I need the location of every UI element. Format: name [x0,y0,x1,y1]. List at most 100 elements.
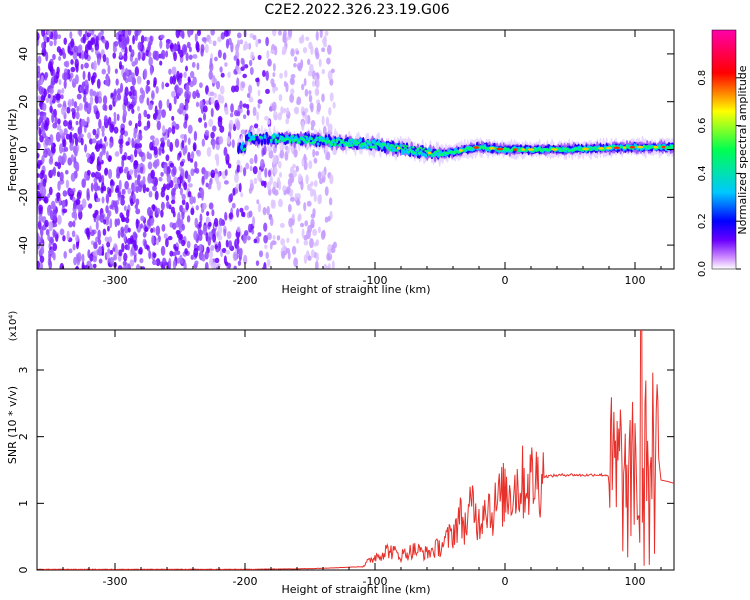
heatmap-noise-cell [186,41,191,49]
heatmap-noise-cell [173,51,177,62]
heatmap-noise-cell [225,239,229,248]
heatmap-noise-cell [90,182,94,192]
heatmap-ytick-label: -40 [17,236,30,254]
heatmap-noise-cell [249,179,254,184]
heatmap-noise-cell [53,30,58,41]
heatmap-noise-cell [176,70,180,81]
heatmap-noise-cell [169,250,174,257]
heatmap-noise-cell [252,165,258,175]
heatmap-noise-cell [52,252,56,261]
heatmap-noise-cell [257,98,263,105]
heatmap-noise [37,30,338,269]
heatmap-noise-cell [57,118,61,125]
heatmap-noise-cell [102,54,107,63]
heatmap-noise-cell [107,225,110,232]
heatmap-noise-cell [82,33,86,44]
heatmap-noise-cell [302,46,308,54]
heatmap-noise-cell [59,128,63,136]
heatmap-noise-cell [310,125,314,131]
heatmap-noise-cell [204,261,209,269]
heatmap-noise-cell [181,30,185,40]
heatmap-signal-cell [243,147,247,151]
heatmap-noise-cell [93,105,98,110]
heatmap-noise-cell [263,222,268,232]
heatmap-noise-cell [267,232,272,240]
colorbar-tick-label: 0.0 [697,261,708,277]
heatmap-noise-cell [180,168,185,177]
heatmap-noise-cell [151,235,155,245]
heatmap-noise-cell [149,135,155,141]
heatmap-noise-cell [272,63,276,72]
heatmap-noise-cell [161,148,165,154]
heatmap-noise-cell [113,126,119,134]
heatmap-noise-cell [56,124,62,131]
heatmap-noise-cell [53,230,57,238]
heatmap-noise-cell [62,235,66,242]
heatmap-noise-cell [160,171,164,177]
heatmap-noise-cell [137,51,141,61]
heatmap-noise-cell [187,190,192,198]
heatmap-noise-cell [89,253,94,262]
heatmap-noise-cell [75,120,79,126]
heatmap-noise-cell [174,85,178,91]
heatmap-noise-cell [240,192,244,198]
heatmap-noise-cell [53,38,57,46]
heatmap-noise-cell [286,147,290,155]
heatmap-noise-cell [135,185,139,194]
heatmap-noise-cell [63,61,68,67]
heatmap-noise-cell [153,159,158,169]
heatmap-noise-cell [70,38,75,48]
heatmap-noise-cell [118,249,123,257]
heatmap-xtick-label: 100 [625,274,646,287]
heatmap-noise-cell [272,181,278,189]
heatmap-noise-cell [139,258,144,264]
heatmap-noise-cell [168,257,172,268]
heatmap-noise-cell [52,210,57,221]
heatmap-noise-cell [257,172,262,182]
heatmap-signal-cell [424,153,428,158]
heatmap-noise-cell [93,241,98,250]
heatmap-noise-cell [296,96,302,105]
heatmap-noise-cell [222,52,227,61]
heatmap-noise-cell [92,90,97,97]
heatmap-noise-cell [202,225,208,236]
heatmap-noise-cell [220,32,226,40]
heatmap-signal-cell [288,140,292,144]
heatmap-noise-cell [134,168,138,179]
heatmap-noise-cell [68,133,72,144]
heatmap-noise-cell [80,50,84,60]
heatmap-peak-cell [513,148,518,151]
heatmap-noise-cell [59,228,65,236]
heatmap-noise-cell [166,173,172,184]
heatmap-noise-cell [279,72,283,79]
heatmap-signal-cell [332,139,336,142]
heatmap-noise-cell [177,178,181,185]
heatmap-noise-cell [150,90,155,101]
heatmap-noise-cell [168,102,172,112]
heatmap-noise-cell [117,265,123,269]
heatmap-noise-cell [80,137,84,146]
heatmap-noise-cell [58,78,62,86]
heatmap-signal-cell [357,141,361,145]
heatmap-noise-cell [138,246,143,255]
heatmap-noise-cell [82,70,86,81]
heatmap-signal-cell [307,140,311,142]
heatmap-noise-cell [37,79,41,89]
heatmap-noise-cell [198,233,203,241]
heatmap-noise-cell [260,158,265,170]
heatmap-noise-cell [254,154,258,164]
heatmap-noise-cell [273,86,279,92]
heatmap-noise-cell [330,247,336,254]
heatmap-signal-cell [645,147,649,150]
heatmap-signal-cell [330,143,334,147]
heatmap-noise-cell [163,233,168,239]
heatmap-noise-cell [62,52,67,60]
heatmap-noise-cell [99,151,103,163]
heatmap-noise-cell [295,165,299,172]
heatmap-noise-cell [44,72,48,81]
heatmap-noise-cell [105,193,110,204]
heatmap-signal-cell [294,138,298,142]
heatmap-noise-cell [312,189,317,196]
heatmap-noise-cell [155,258,161,267]
heatmap-noise-cell [42,128,46,138]
